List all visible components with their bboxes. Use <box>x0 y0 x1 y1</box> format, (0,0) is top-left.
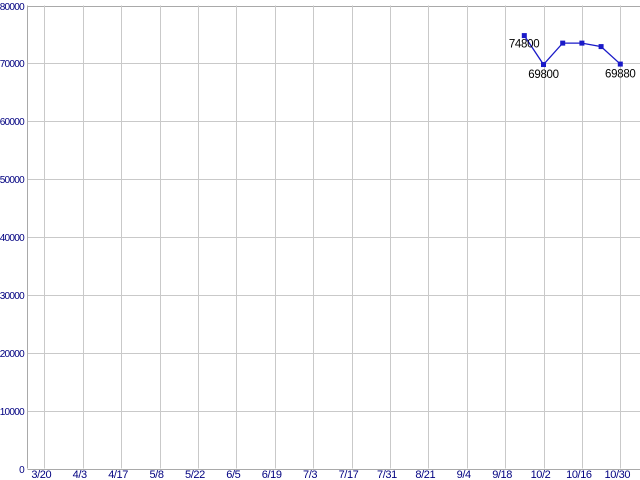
data-point-marker <box>560 40 566 46</box>
data-point-marker <box>579 40 585 46</box>
x-tick-label: 9/4 <box>457 469 471 480</box>
y-tick-label: 70000 <box>0 59 25 70</box>
x-tick-label: 10/30 <box>605 469 631 480</box>
data-point-marker <box>598 44 604 50</box>
data-point-marker <box>617 61 623 67</box>
x-tick-label: 7/3 <box>303 469 317 480</box>
y-tick-label: 30000 <box>0 291 25 302</box>
x-tick-label: 10/2 <box>531 469 551 480</box>
x-tick-label: 5/8 <box>149 469 163 480</box>
y-tick-label: 80000 <box>0 2 25 13</box>
x-tick-label: 7/31 <box>377 469 397 480</box>
x-tick-label: 8/21 <box>415 469 435 480</box>
data-point-label: 69880 <box>605 69 635 81</box>
data-point-label: 69800 <box>528 69 558 81</box>
y-tick-label: 60000 <box>0 117 25 128</box>
y-tick-label: 50000 <box>0 175 25 186</box>
series-line <box>523 35 621 66</box>
y-tick-label: 10000 <box>0 407 25 418</box>
x-tick-label: 10/16 <box>566 469 592 480</box>
x-tick-label: 6/5 <box>226 469 240 480</box>
x-tick-label: 4/3 <box>73 469 87 480</box>
x-tick-label: 9/18 <box>492 469 512 480</box>
x-tick-label: 5/22 <box>185 469 205 480</box>
y-tick-label: 0 <box>19 465 25 476</box>
y-tick-label: 20000 <box>0 349 25 360</box>
x-tick-label: 6/19 <box>262 469 282 480</box>
x-tick-label: 3/20 <box>31 469 51 480</box>
data-point-marker <box>541 62 546 68</box>
data-point-marker <box>521 33 527 39</box>
y-tick-label: 40000 <box>0 233 25 244</box>
x-tick-label: 4/17 <box>108 469 128 480</box>
data-point-label: 74800 <box>509 39 539 51</box>
x-tick-label: 7/17 <box>339 469 359 480</box>
